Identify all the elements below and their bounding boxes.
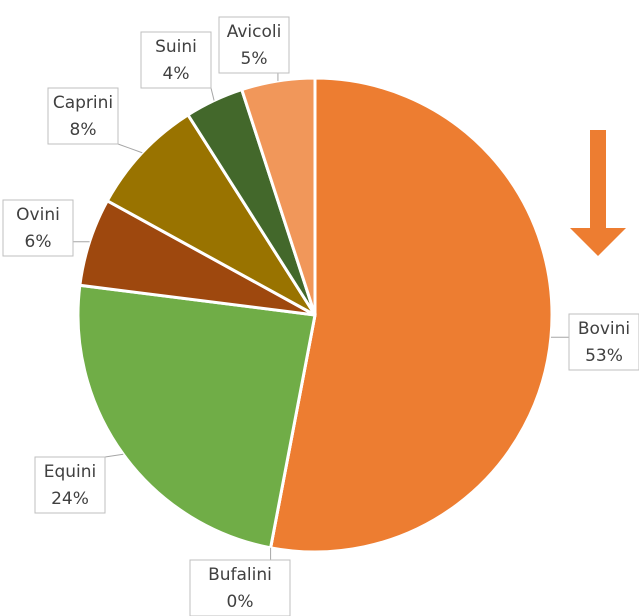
label-box <box>189 559 291 616</box>
category-label: Caprini <box>53 93 113 113</box>
label-box <box>140 31 212 89</box>
pie-slice <box>76 283 317 550</box>
leader-line <box>104 453 124 458</box>
label-box <box>34 456 106 514</box>
category-label: Bufalini <box>208 565 272 585</box>
value-label: 0% <box>227 592 254 612</box>
category-label: Avicoli <box>227 22 282 42</box>
label-box <box>218 16 290 74</box>
pie <box>76 76 554 554</box>
leader-line <box>210 87 215 101</box>
arrow-icon <box>570 130 626 256</box>
value-label: 6% <box>25 232 52 252</box>
category-label: Suini <box>155 37 197 57</box>
category-label: Ovini <box>16 205 60 225</box>
label-box <box>2 199 74 257</box>
value-label: 24% <box>51 489 89 509</box>
label-box <box>568 313 639 371</box>
value-label: 4% <box>163 64 190 84</box>
value-label: 8% <box>70 120 97 140</box>
value-label: 5% <box>241 49 268 69</box>
value-label: 53% <box>585 346 623 366</box>
leader-line <box>117 143 143 154</box>
category-label: Equini <box>44 462 97 482</box>
label-box <box>47 87 119 145</box>
category-label: Bovini <box>578 319 630 339</box>
